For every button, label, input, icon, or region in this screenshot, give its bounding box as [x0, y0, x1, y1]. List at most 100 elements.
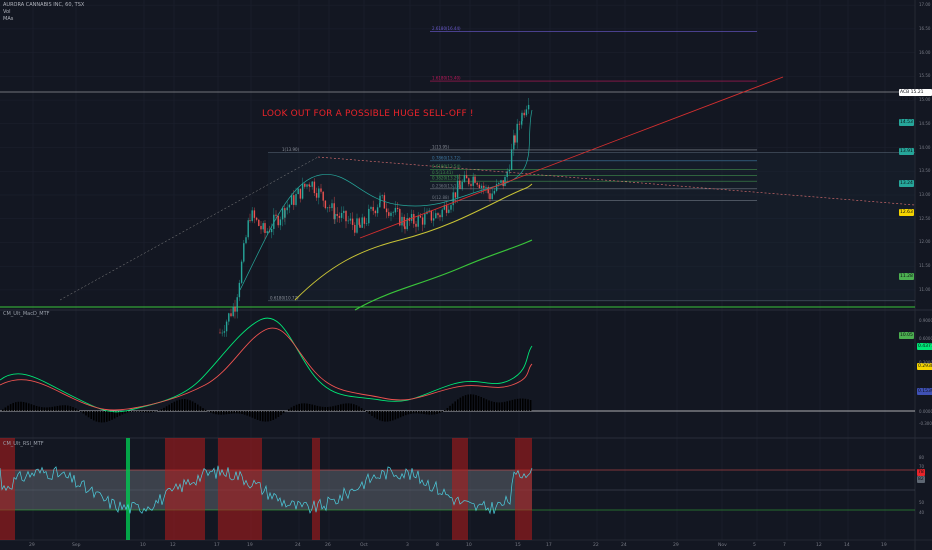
candle-body [232, 306, 234, 317]
macd-histogram-bar [355, 405, 358, 411]
candle-body [340, 212, 343, 218]
macd-histogram-bar [415, 411, 417, 414]
macd-histogram-bar [246, 411, 248, 416]
candlestick-series [219, 97, 530, 337]
price-tag: 10.05 [899, 331, 914, 339]
candle-body [358, 218, 360, 225]
candle-body [413, 214, 415, 224]
candle-body [329, 207, 331, 209]
time-axis-label: 8 [436, 543, 439, 548]
price-axis-label: 15.00 [919, 97, 931, 103]
time-axis-label: 7 [783, 543, 786, 548]
candle-body [221, 332, 223, 334]
fib-label: 0.3820(13.29) [432, 176, 461, 181]
candle-body [487, 187, 489, 194]
candle-body [498, 182, 500, 185]
candle-body [379, 195, 381, 203]
macd-histogram-bar [204, 409, 207, 411]
rsi-overbought-zone [515, 438, 532, 540]
candle-body [439, 215, 441, 218]
macd-histogram-bar [472, 394, 475, 411]
macd-histogram-bar [386, 411, 389, 422]
macd-histogram-bar [444, 410, 446, 411]
macd-histogram-bar [197, 404, 199, 411]
candle-body [525, 109, 528, 116]
rsi-value-tag: 78 [917, 469, 925, 476]
time-axis-label: 3 [406, 543, 409, 548]
macd-histogram-bar [165, 406, 168, 411]
candle-body [234, 306, 236, 312]
price-axis-label: 11.50 [919, 263, 931, 269]
macd-histogram-bar [111, 411, 113, 420]
candle-body [399, 209, 401, 226]
time-axis-label: Sep [72, 543, 81, 548]
candle-body [415, 223, 417, 227]
macd-pane-label[interactable]: CM_Ult_MacD_MTF [3, 311, 50, 317]
macd-histogram-bar [212, 411, 215, 414]
macd-histogram-bar [506, 401, 508, 411]
macd-histogram-bar [186, 399, 189, 411]
macd-histogram-bar [243, 411, 246, 415]
candle-body [223, 331, 226, 333]
macd-histogram-bar [433, 411, 436, 415]
candle-body [351, 218, 354, 225]
macd-histogram-bar [82, 411, 85, 414]
macd-histogram-bar [15, 402, 17, 411]
macd-histogram-bar [25, 402, 27, 411]
candle-body [326, 207, 329, 209]
macd-histogram-bar [405, 411, 407, 416]
time-axis-label: 26 [325, 543, 331, 548]
symbol-header[interactable]: AURORA CANNABIS INC, 60, TSX Vol MAs [3, 2, 84, 23]
candle-body [343, 210, 345, 213]
candle-body [478, 184, 481, 189]
macd-histogram-bar [12, 402, 14, 411]
macd-histogram-bar [342, 403, 345, 411]
candle-body [404, 226, 406, 230]
macd-histogram-bar [225, 411, 228, 415]
macd-histogram-bar [480, 397, 482, 411]
candle-body [251, 210, 253, 221]
macd-histogram-bar [41, 407, 43, 411]
candle-body [452, 192, 454, 206]
time-axis-label: 24 [295, 543, 301, 548]
macd-histogram-bar [394, 411, 397, 420]
candle-body [500, 180, 502, 183]
macd-histogram-bar [64, 405, 66, 411]
rsi-pane [0, 438, 915, 540]
candle-body [288, 204, 291, 208]
candle-body [290, 195, 293, 205]
macd-histogram-bar [488, 400, 490, 411]
macd-histogram-bar [301, 403, 303, 411]
candle-body [463, 175, 466, 182]
candle-body [356, 218, 358, 233]
macd-histogram-bar [501, 402, 503, 411]
macd-histogram-bar [103, 411, 105, 423]
macd-histogram-bar [475, 395, 477, 411]
rsi-pane-label[interactable]: CM_Ult_RSI_MTF [3, 441, 44, 447]
macd-histogram-bar [100, 411, 103, 423]
fib-label: 1(13.90) [282, 147, 300, 152]
price-tag: 13.91 [899, 148, 914, 156]
candle-body [338, 215, 341, 218]
macd-histogram-bar [524, 398, 527, 411]
price-tag: 13.24 [899, 180, 914, 188]
macd-histogram-bar [158, 410, 160, 411]
macd-histogram-bar [420, 411, 423, 414]
rsi-oversold-zone [126, 438, 130, 540]
macd-histogram-bar [9, 404, 12, 411]
candle-body [293, 195, 295, 205]
macd-histogram-bar [251, 411, 254, 418]
macd-histogram-bar [423, 411, 425, 415]
candle-body [308, 184, 310, 187]
macd-histogram-bar [334, 405, 337, 411]
candle-body [441, 209, 443, 218]
macd-histogram-bar [72, 407, 74, 411]
time-axis-label: 19 [881, 543, 887, 548]
macd-histogram-bar [124, 411, 126, 414]
macd-histogram-bar [67, 405, 69, 411]
macd-value-tag: 0.1539 [917, 388, 932, 395]
candle-body [301, 183, 304, 199]
price-axis-label: 16.50 [919, 25, 931, 31]
candle-body [311, 181, 313, 187]
